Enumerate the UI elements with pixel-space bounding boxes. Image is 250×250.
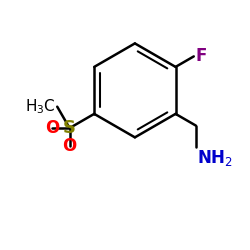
Text: F: F	[195, 48, 206, 66]
Text: O: O	[62, 137, 77, 155]
Text: NH$_2$: NH$_2$	[197, 148, 233, 168]
Text: H$_3$C: H$_3$C	[25, 97, 56, 116]
Text: S: S	[63, 119, 76, 137]
Text: O: O	[45, 119, 59, 137]
